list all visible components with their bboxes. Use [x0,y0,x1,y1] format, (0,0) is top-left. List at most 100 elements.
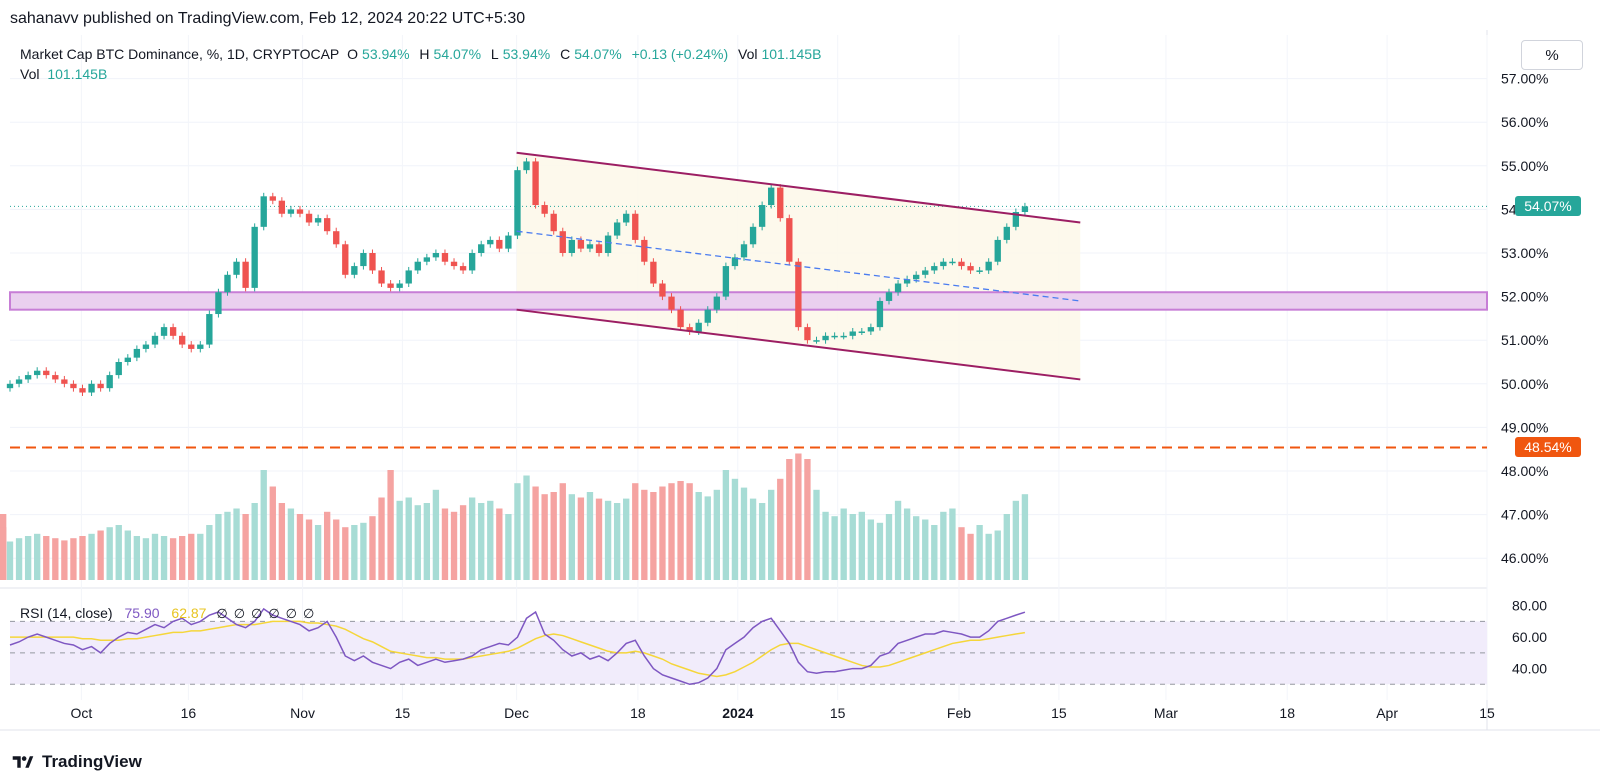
volume-bar [532,486,539,580]
volume-bar [731,478,739,580]
volume-bar [296,514,304,580]
candle-body [79,388,86,393]
candle-body [659,283,666,297]
candle-body [632,213,639,240]
volume-bar [151,533,159,580]
level-price-tag: 48.54% [1515,437,1581,458]
candle-body [450,261,458,267]
rsi-na-symbol: ∅ [216,606,228,621]
y-tick-label: 53.00% [1501,245,1548,261]
volume-bar [396,500,403,580]
candle-body [913,274,920,280]
volume-bar [360,522,367,580]
volume-bar [333,519,340,580]
volume-bar [351,525,358,580]
volume-bar [450,511,458,580]
volume-bar [613,503,621,580]
percent-scale-button[interactable]: % [1521,40,1583,70]
candle-body [1003,226,1010,240]
candle-body [523,161,530,171]
candle-body [333,231,340,245]
vol-indicator-label: Vol [20,66,40,82]
candle-body [369,253,376,271]
channel-lower-line [516,308,1081,381]
rsi-tick-label: 80.00 [1512,598,1547,614]
x-tick-label: Apr [1376,705,1398,721]
volume-bar [342,527,349,580]
y-tick-label: 51.00% [1501,332,1548,348]
volume-bar [795,453,802,580]
candle-body [169,327,177,336]
volume-bar [858,511,865,580]
volume-bar [686,483,693,580]
volume-bar [242,514,249,580]
candle-body [197,344,204,349]
y-tick-label: 50.00% [1501,376,1548,392]
volume-bar [0,527,7,580]
candle-body [115,362,122,376]
last-price-tag: 54.07% [1515,196,1581,217]
rsi-na-symbol: ∅ [233,606,246,621]
candle-body [795,261,802,328]
volume-bar [233,508,240,580]
volume-bar [432,489,440,580]
candle-body [641,239,648,262]
volume-bar [623,498,630,580]
x-tick-label: 16 [181,705,197,721]
candle-body [1012,212,1020,227]
candle-body [124,357,131,362]
x-tick-label: Oct [70,705,92,721]
volume-bar [994,530,1001,580]
rsi-na-symbol: ∅ [285,606,297,621]
low-label: L [490,46,499,62]
candle-body [595,244,603,253]
volume-bar [840,508,847,580]
volume-bar [423,503,431,580]
volume-bar [6,541,14,580]
candle-body [188,344,195,349]
volume-bar [79,536,86,580]
candle-body [613,222,621,236]
candle-body [623,213,630,223]
volume-bar [740,487,748,580]
volume-bar [323,511,331,580]
volume-bar [124,530,131,580]
volume-bar [70,538,77,580]
candle-body [985,261,992,271]
candle-body [6,383,14,389]
candle-body [487,239,494,245]
volume-bar [894,500,902,580]
candle-body [505,235,512,249]
volume-bar [641,489,648,580]
volume-bar [958,527,965,580]
volume-bar [169,538,177,580]
candle-body [922,270,929,275]
candle-body [468,253,476,271]
y-tick-label: 57.00% [1501,71,1548,87]
candle-body [142,344,150,349]
volume-bar [668,483,675,580]
rsi-na-values: ∅ ∅ ∅ ∅ ∅ ∅ [216,605,320,621]
x-tick-label: Feb [947,705,971,721]
volume-bar [97,530,104,580]
volume-bar [387,470,394,580]
symbol-title[interactable]: Market Cap BTC Dominance, %, 1D, CRYPTOC… [20,46,340,62]
volume-bar [976,525,983,580]
rsi-value: 75.90 [124,605,160,621]
channel-mid-line [516,230,1081,302]
rsi-label[interactable]: RSI (14, close) [20,605,113,621]
y-tick-label: 55.00% [1501,158,1548,174]
candle-body [43,370,50,376]
candle-body [786,218,793,262]
candle-body [559,231,566,253]
volume-bar [704,496,711,580]
candle-body [577,239,585,249]
volume-bar [188,533,195,580]
volume-bar [677,481,684,580]
high-label: H [419,46,430,62]
volume-bar [650,492,657,580]
candle-body [695,322,702,332]
candle-body [278,200,286,214]
